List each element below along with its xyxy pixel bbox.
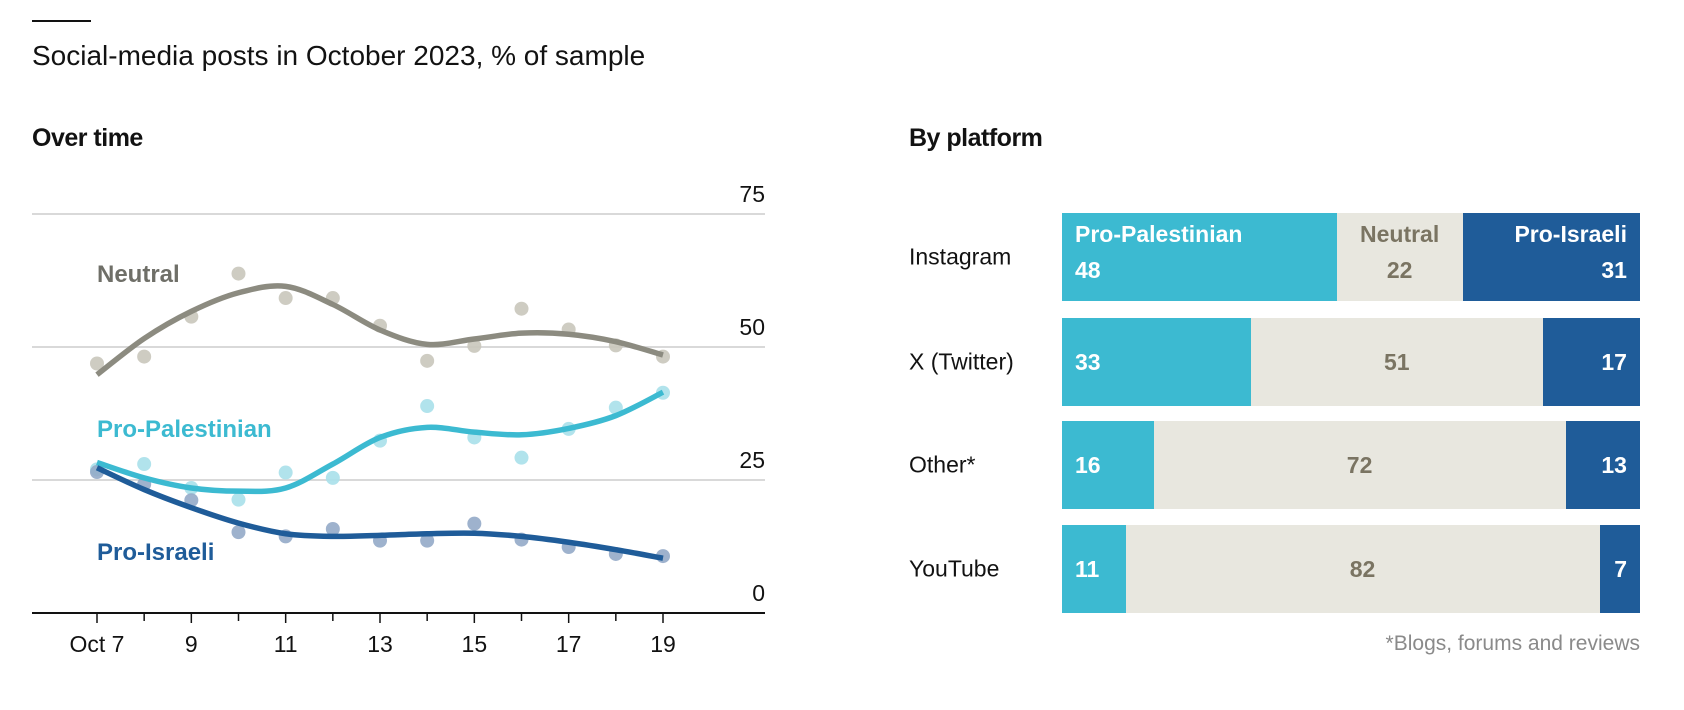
value-label: 13 xyxy=(1601,452,1627,478)
over-time-subtitle: Over time xyxy=(32,124,143,152)
series-label: Pro-Israeli xyxy=(97,539,214,566)
data-point-pro-israeli xyxy=(325,521,340,536)
data-point-pro-palestinian xyxy=(514,450,529,465)
bar-segment-pro-israeli: Pro-Israeli 31 xyxy=(1462,213,1640,301)
x-tick-label: 13 xyxy=(367,631,393,657)
value-label: 11 xyxy=(1075,556,1100,582)
data-point-neutral xyxy=(90,356,104,371)
value-label: 31 xyxy=(1601,257,1627,283)
y-tick-label: 25 xyxy=(739,447,765,473)
data-point-pro-israeli xyxy=(231,525,246,540)
chart-title: Social-media posts in October 2023, % of… xyxy=(32,40,646,71)
value-label: 22 xyxy=(1386,257,1413,283)
series-label: Pro-Israeli xyxy=(1514,221,1627,247)
bar-row: 16 72 13 xyxy=(1062,421,1640,509)
x-tick-label: 17 xyxy=(556,631,582,657)
series-label: Neutral xyxy=(97,261,180,288)
data-point-neutral xyxy=(467,338,482,353)
x-tick-label: 9 xyxy=(185,631,198,657)
value-label: 82 xyxy=(1349,556,1376,582)
platform-label: YouTube xyxy=(909,555,1000,582)
data-point-pro-israeli xyxy=(467,516,482,531)
x-tick-label: 11 xyxy=(274,631,298,657)
bar-segment-neutral: 72 xyxy=(1153,421,1566,509)
bar-segment-pro-israeli: 7 xyxy=(1599,525,1640,613)
footnote: *Blogs, forums and reviews xyxy=(1385,632,1640,655)
value-label: 16 xyxy=(1075,452,1101,478)
value-label: 7 xyxy=(1614,556,1627,582)
bar-segment-pro-israeli: 13 xyxy=(1565,421,1640,509)
data-point-neutral xyxy=(137,349,152,364)
y-tick-label: 0 xyxy=(752,580,765,606)
trend-line-pro-palestinian xyxy=(96,389,665,495)
value-label: 17 xyxy=(1601,349,1627,375)
bar-segment-pro-israeli: 17 xyxy=(1542,318,1640,406)
bar-segment-neutral: 82 xyxy=(1125,525,1600,613)
data-point-neutral xyxy=(231,266,246,281)
by-platform-subtitle: By platform xyxy=(909,124,1043,152)
x-tick-label: 19 xyxy=(650,631,676,657)
series-label: Pro-Palestinian xyxy=(1075,221,1243,247)
trend-line-pro-israeli xyxy=(95,465,664,561)
data-point-pro-palestinian xyxy=(231,492,246,507)
platform-label: Other* xyxy=(909,451,976,478)
data-point-neutral xyxy=(514,301,529,316)
x-tick-label: Oct 7 xyxy=(70,631,125,657)
x-tick-label: 15 xyxy=(462,631,488,657)
bar-segment-neutral: Neutral 22 xyxy=(1336,213,1463,301)
series-label: Neutral xyxy=(1360,221,1440,247)
data-point-pro-israeli xyxy=(420,533,435,548)
data-point-pro-palestinian xyxy=(608,400,623,415)
value-label: 33 xyxy=(1075,349,1101,375)
bar-row: Pro-Palestinian 48 Neutral 22 Pro-Israeli 31 xyxy=(1062,213,1640,301)
data-point-pro-palestinian xyxy=(278,465,293,480)
platform-label: Instagram xyxy=(909,243,1012,270)
bar-segment-pro-palestinian: 16 xyxy=(1062,421,1154,509)
value-label: 72 xyxy=(1346,452,1373,478)
data-point-neutral xyxy=(420,353,435,368)
data-point-pro-palestinian xyxy=(137,457,152,472)
bar-segment-neutral: 51 xyxy=(1250,318,1543,406)
trend-line-neutral xyxy=(95,283,664,377)
bar-row: 33 51 17 xyxy=(1062,318,1640,406)
series-label: Pro-Palestinian xyxy=(97,416,272,443)
value-label: 51 xyxy=(1383,349,1410,375)
data-point-neutral xyxy=(278,291,293,306)
y-tick-label: 75 xyxy=(739,181,765,207)
data-point-pro-palestinian xyxy=(325,470,340,485)
bar-segment-pro-palestinian: 11 xyxy=(1062,525,1126,613)
bar-segment-pro-palestinian: Pro-Palestinian 48 xyxy=(1062,213,1337,301)
y-tick-label: 50 xyxy=(739,314,765,340)
bar-segment-pro-palestinian: 33 xyxy=(1062,318,1251,406)
data-point-pro-palestinian xyxy=(420,399,435,414)
over-time-line-chart: 0 25 50 75 Oct 7 9 11 13 15 17 19 Neutral Pro-Palest… xyxy=(32,181,765,657)
value-label: 48 xyxy=(1075,257,1101,283)
top-rule xyxy=(32,20,91,22)
bar-row: 11 82 7 xyxy=(1062,525,1640,613)
platform-label: X (Twitter) xyxy=(909,348,1014,375)
